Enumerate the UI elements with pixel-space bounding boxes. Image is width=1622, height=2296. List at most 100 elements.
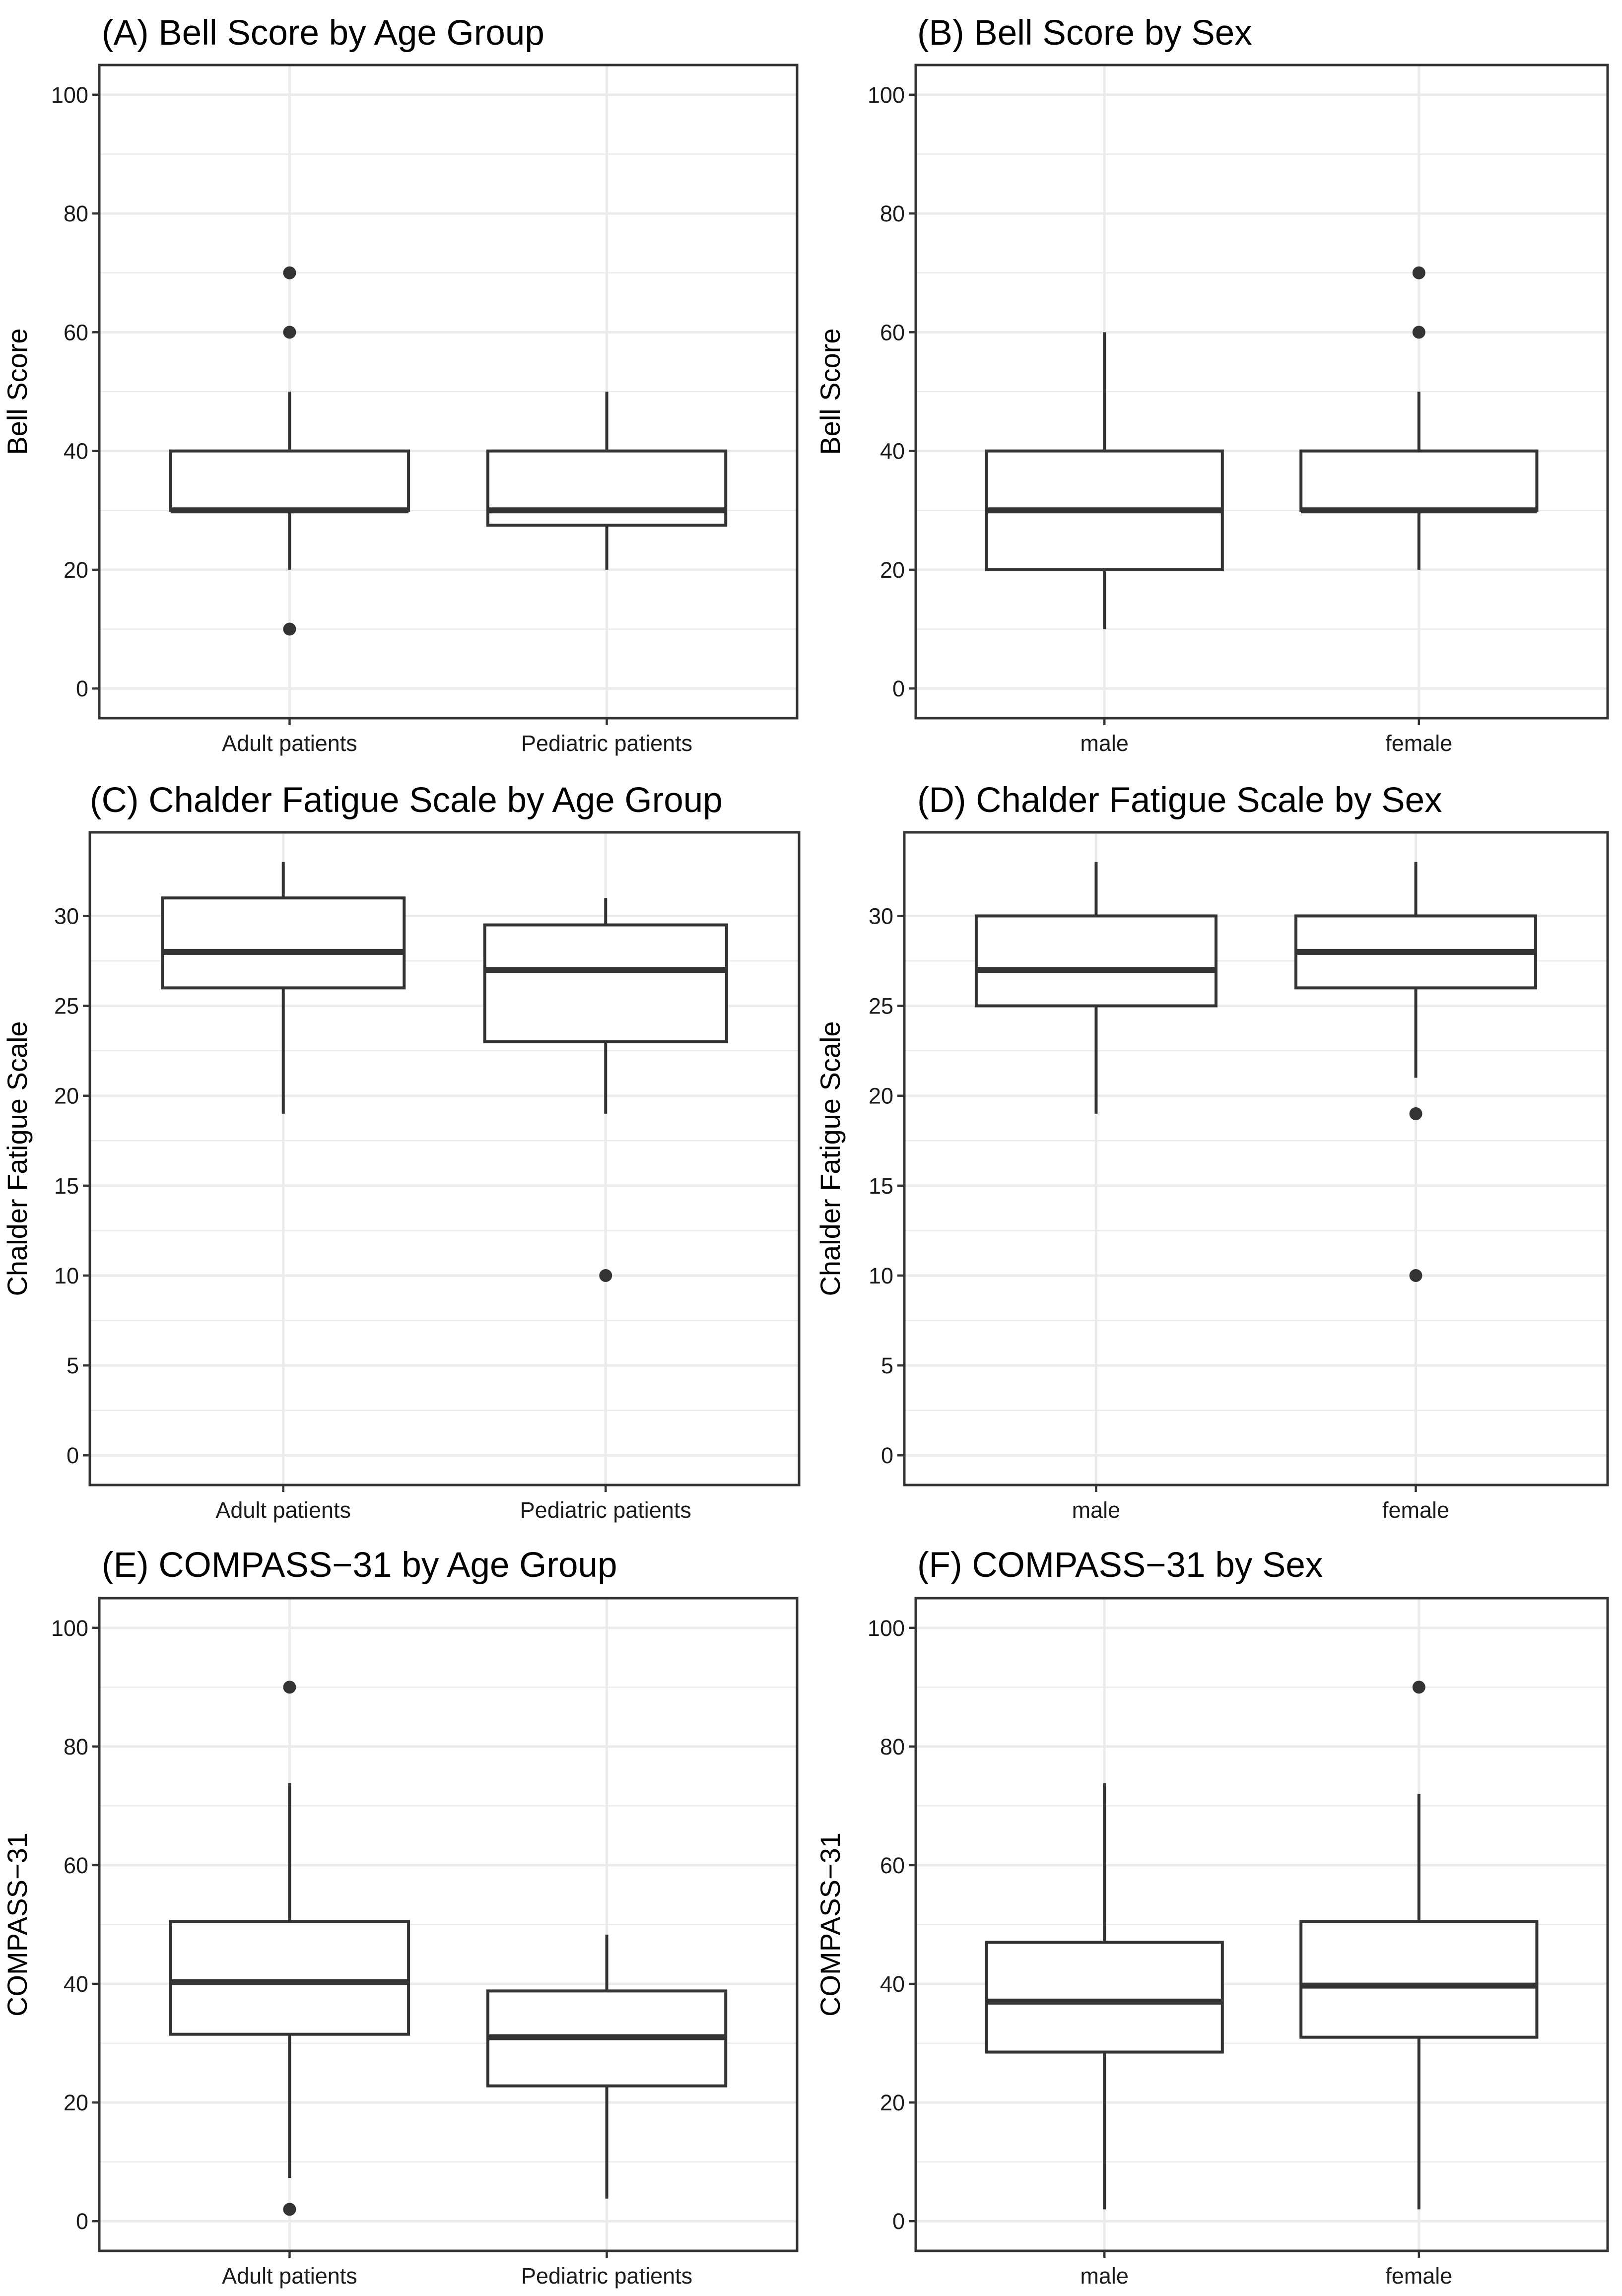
outlier-point [599, 1269, 612, 1282]
panel-title-a: (A) Bell Score by Age Group [102, 13, 544, 53]
y-tick-label-e: 40 [64, 1971, 88, 1997]
y-tick-label-b: 100 [868, 82, 905, 108]
y-tick-label-b: 20 [880, 557, 905, 583]
y-tick-label-a: 80 [64, 201, 88, 226]
y-tick-label-e: 0 [76, 2209, 88, 2234]
y-tick-label-c: 10 [54, 1263, 79, 1288]
y-axis-title-e: COMPASS−31 [1, 1832, 33, 2017]
y-tick-label-c: 20 [54, 1083, 79, 1109]
x-tick-label-e: Pediatric patients [521, 2263, 692, 2289]
box-a-2 [486, 392, 728, 570]
outlier-point [1412, 266, 1425, 279]
y-tick-label-e: 80 [64, 1734, 88, 1759]
box-iqr [974, 914, 1217, 1008]
box-d-1 [974, 862, 1217, 1114]
x-tick-label-e: Adult patients [222, 2263, 357, 2289]
panel-title-f: (F) COMPASS−31 by Sex [917, 1546, 1323, 1585]
x-tick-label-c: Adult patients [215, 1497, 351, 1523]
panel-f: (F) COMPASS−31 by Sex 0 20 40 60 80 100 male fem… [814, 1546, 1609, 2289]
y-tick-label-a: 0 [76, 676, 88, 701]
x-tick-label-b: male [1080, 731, 1129, 756]
box-iqr [1299, 449, 1539, 512]
box-c-2 [483, 898, 728, 1282]
y-tick-label-e: 100 [51, 1616, 88, 1641]
y-tick-label-f: 100 [868, 1616, 905, 1641]
plot-frame-d [903, 831, 1609, 1486]
panel-a: (A) Bell Score by Age Group 0 20 40 60 80 100 A… [1, 13, 799, 756]
x-tick-label-b: female [1385, 731, 1452, 756]
box-f-2 [1299, 1681, 1539, 2210]
y-tick-label-c: 15 [54, 1173, 79, 1199]
y-tick-label-d: 30 [869, 903, 893, 929]
y-tick-label-a: 40 [64, 439, 88, 464]
y-tick-label-a: 20 [64, 557, 88, 583]
outlier-point [283, 1681, 296, 1694]
y-tick-label-c: 30 [54, 903, 79, 929]
box-iqr [1299, 1920, 1539, 2039]
x-tick-label-d: male [1072, 1497, 1121, 1523]
outlier-point [1412, 326, 1425, 339]
plot-frame-f [914, 1597, 1609, 2252]
y-tick-label-d: 25 [869, 994, 893, 1019]
box-iqr [161, 896, 406, 990]
y-axis-title-d: Chalder Fatigue Scale [814, 1021, 846, 1296]
y-axis-title-f: COMPASS−31 [814, 1832, 846, 2017]
y-tick-label-f: 60 [880, 1853, 905, 1878]
box-b-2 [1299, 266, 1539, 570]
box-iqr [169, 449, 410, 512]
panel-title-d: (D) Chalder Fatigue Scale by Sex [917, 781, 1442, 820]
y-tick-label-d: 5 [881, 1353, 893, 1378]
y-axis-title-a: Bell Score [1, 328, 33, 455]
y-tick-label-c: 0 [67, 1443, 79, 1468]
y-tick-label-e: 60 [64, 1853, 88, 1878]
plot-frame-c [88, 831, 801, 1486]
x-tick-label-c: Pediatric patients [520, 1497, 691, 1523]
outlier-point [283, 2203, 296, 2216]
box-iqr [169, 1920, 410, 2036]
y-tick-label-e: 20 [64, 2090, 88, 2115]
y-tick-label-d: 10 [869, 1263, 893, 1288]
x-tick-label-a: Adult patients [222, 731, 357, 756]
y-tick-label-b: 40 [880, 439, 905, 464]
box-b-1 [985, 332, 1224, 629]
y-tick-label-c: 25 [54, 994, 79, 1019]
panel-b: (B) Bell Score by Sex 0 20 40 60 80 100 male fem… [814, 13, 1609, 756]
box-e-2 [486, 1934, 728, 2199]
panel-title-b: (B) Bell Score by Sex [917, 13, 1252, 53]
panel-c: (C) Chalder Fatigue Scale by Age Group 0 5… [1, 781, 801, 1523]
plot-frame-b [914, 64, 1609, 720]
y-tick-label-f: 20 [880, 2090, 905, 2115]
panel-d: (D) Chalder Fatigue Scale by Sex 0 5 10 15 20… [814, 781, 1609, 1523]
y-tick-label-b: 60 [880, 320, 905, 345]
panel-title-e: (E) COMPASS−31 by Age Group [102, 1546, 617, 1585]
outlier-point [283, 622, 296, 636]
box-iqr [985, 1941, 1224, 2054]
y-axis-title-c: Chalder Fatigue Scale [1, 1021, 33, 1296]
x-tick-label-d: female [1382, 1497, 1449, 1523]
outlier-point [1412, 1681, 1425, 1694]
plot-frame-e [98, 1597, 799, 2252]
panel-title-c: (C) Chalder Fatigue Scale by Age Group [90, 781, 723, 820]
outlier-point [1409, 1269, 1422, 1282]
y-tick-label-a: 100 [51, 82, 88, 108]
y-tick-label-f: 40 [880, 1971, 905, 1997]
y-tick-label-d: 20 [869, 1083, 893, 1109]
x-tick-label-a: Pediatric patients [521, 731, 692, 756]
outlier-point [1409, 1107, 1422, 1120]
y-axis-title-b: Bell Score [814, 328, 846, 455]
box-c-1 [161, 862, 406, 1114]
y-tick-label-b: 0 [892, 676, 905, 701]
x-tick-label-f: male [1080, 2263, 1129, 2289]
y-tick-label-c: 5 [67, 1353, 79, 1378]
y-tick-label-a: 60 [64, 320, 88, 345]
y-tick-label-f: 0 [892, 2209, 905, 2234]
y-tick-label-b: 80 [880, 201, 905, 226]
box-iqr [483, 923, 728, 1044]
y-tick-label-d: 0 [881, 1443, 893, 1468]
outlier-point [283, 326, 296, 339]
y-tick-label-d: 15 [869, 1173, 893, 1199]
outlier-point [283, 266, 296, 279]
x-tick-label-f: female [1385, 2263, 1452, 2289]
plot-frame-a [98, 64, 799, 720]
